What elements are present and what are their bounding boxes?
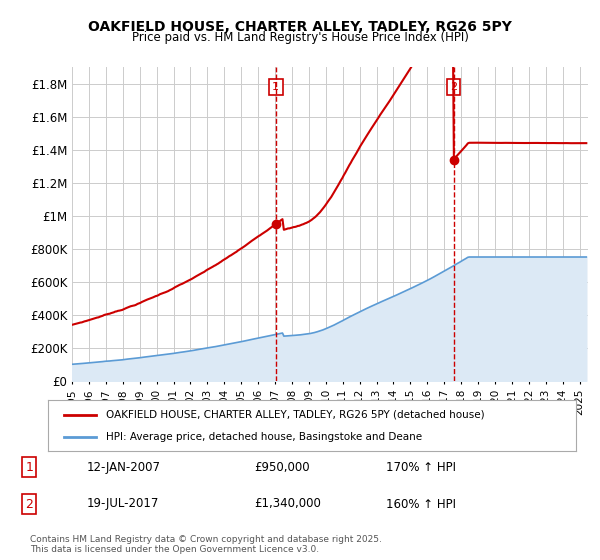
Text: Contains HM Land Registry data © Crown copyright and database right 2025.
This d: Contains HM Land Registry data © Crown c…	[30, 535, 382, 554]
Text: 19-JUL-2017: 19-JUL-2017	[87, 497, 159, 511]
Text: OAKFIELD HOUSE, CHARTER ALLEY, TADLEY, RG26 5PY: OAKFIELD HOUSE, CHARTER ALLEY, TADLEY, R…	[88, 20, 512, 34]
Text: 2: 2	[450, 82, 457, 92]
Text: Price paid vs. HM Land Registry's House Price Index (HPI): Price paid vs. HM Land Registry's House …	[131, 31, 469, 44]
Text: 170% ↑ HPI: 170% ↑ HPI	[386, 460, 457, 474]
Text: OAKFIELD HOUSE, CHARTER ALLEY, TADLEY, RG26 5PY (detached house): OAKFIELD HOUSE, CHARTER ALLEY, TADLEY, R…	[106, 409, 485, 419]
Text: 2: 2	[25, 497, 33, 511]
Text: £1,340,000: £1,340,000	[254, 497, 321, 511]
Text: 12-JAN-2007: 12-JAN-2007	[87, 460, 161, 474]
Text: 160% ↑ HPI: 160% ↑ HPI	[386, 497, 457, 511]
Text: £950,000: £950,000	[254, 460, 310, 474]
Text: 1: 1	[25, 460, 33, 474]
Text: 1: 1	[272, 82, 279, 92]
Text: HPI: Average price, detached house, Basingstoke and Deane: HPI: Average price, detached house, Basi…	[106, 432, 422, 442]
